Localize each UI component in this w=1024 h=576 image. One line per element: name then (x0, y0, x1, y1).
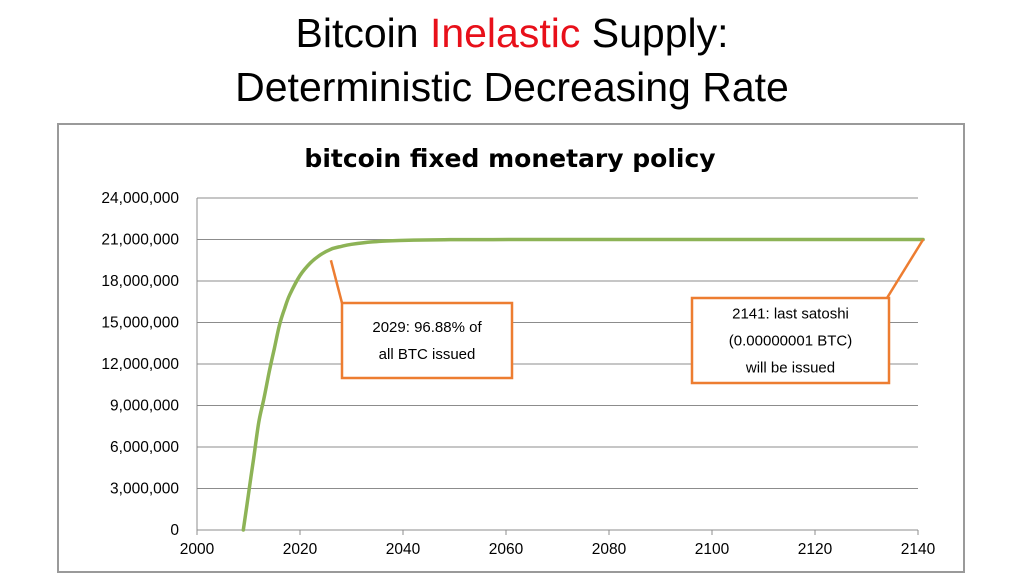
x-tick-label: 2120 (798, 541, 833, 558)
slide-title-line1: Bitcoin Inelastic Supply: (0, 6, 1024, 60)
y-tick-label: 18,000,000 (101, 273, 179, 290)
callout-text: 2029: 96.88% of (372, 319, 482, 336)
slide-title: Bitcoin Inelastic Supply: Deterministic … (0, 6, 1024, 114)
x-tick-label: 2060 (489, 541, 524, 558)
annotations: 2029: 96.88% of all BTC issued 2141: last … (329, 238, 925, 385)
y-tick-label: 3,000,000 (110, 481, 179, 498)
y-tick-label: 6,000,000 (110, 439, 179, 456)
callout-leader (329, 259, 344, 304)
title-text-supply: Supply: (580, 10, 729, 56)
chart-frame: 0 3,000,000 6,000,000 9,000,000 12,000,000 15… (57, 123, 965, 573)
title-text-inelastic: Inelastic (429, 10, 581, 56)
y-tick-label: 24,000,000 (101, 190, 179, 207)
chart-title: bitcoin fixed monetary policy (304, 144, 715, 173)
y-tick-label: 15,000,000 (101, 315, 179, 332)
y-tick-label: 9,000,000 (110, 398, 179, 415)
callout-text: 2141: last satoshi (732, 306, 849, 323)
series-layer (241, 237, 925, 532)
callout-box (340, 301, 514, 380)
gridlines (197, 197, 918, 531)
title-text-bitcoin: Bitcoin (295, 10, 430, 56)
slide-title-line2: Deterministic Decreasing Rate (235, 64, 789, 110)
callout-text: will be issued (745, 360, 835, 377)
callout-text: (0.00000001 BTC) (729, 333, 852, 350)
x-tick-label: 2020 (283, 541, 318, 558)
x-tick-label: 2080 (592, 541, 627, 558)
x-tick-label: 2100 (695, 541, 730, 558)
x-tick-label: 2040 (386, 541, 421, 558)
y-tick-label: 21,000,000 (101, 232, 179, 249)
callout-box (690, 296, 891, 385)
y-tick-label: 12,000,000 (101, 356, 179, 373)
callout-text: all BTC issued (379, 346, 476, 363)
y-tick-label: 0 (170, 522, 179, 539)
x-tick-label: 2000 (180, 541, 215, 558)
supply-chart: 0 3,000,000 6,000,000 9,000,000 12,000,000 15… (101, 144, 935, 558)
callout-leader (885, 238, 925, 299)
x-tick-label: 2140 (901, 541, 936, 558)
axes (196, 198, 919, 535)
supply-series-line (241, 237, 925, 532)
tick-labels: 0 3,000,000 6,000,000 9,000,000 12,000,000 15… (101, 190, 935, 558)
